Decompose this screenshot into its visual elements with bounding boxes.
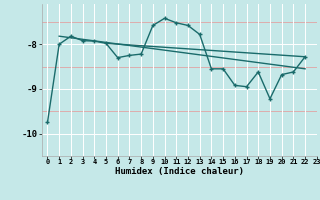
X-axis label: Humidex (Indice chaleur): Humidex (Indice chaleur): [115, 167, 244, 176]
